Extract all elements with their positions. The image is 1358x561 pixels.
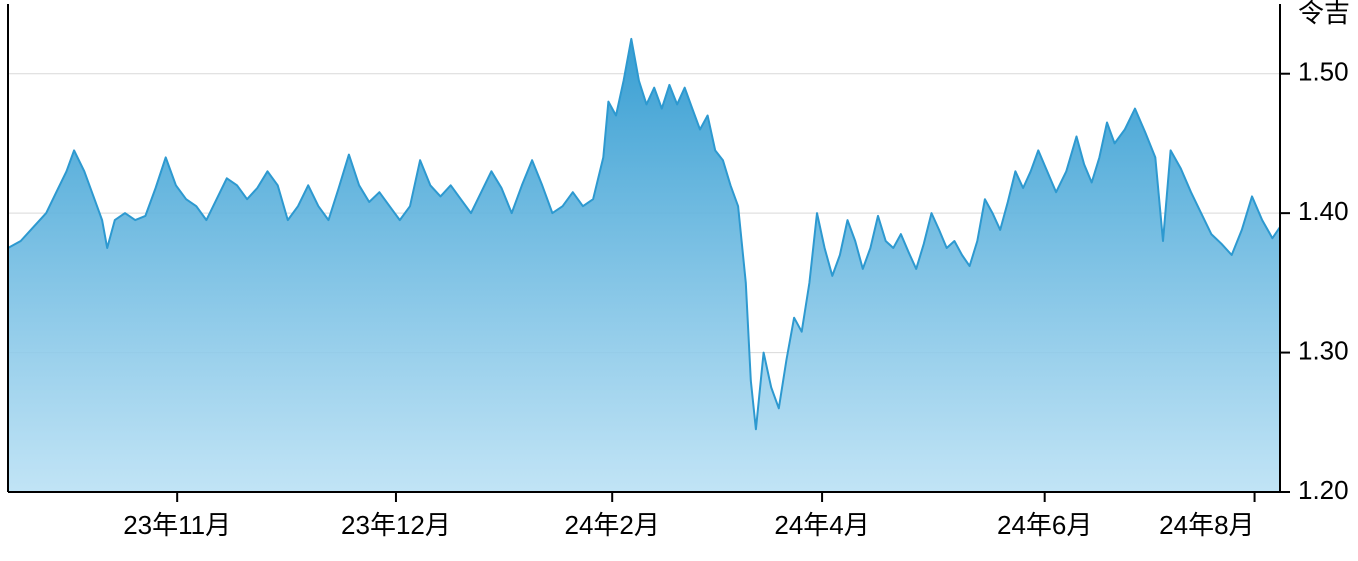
- y-axis-title: 令吉: [1298, 0, 1350, 28]
- x-tick-label: 24年8月: [1159, 510, 1254, 540]
- y-tick-label: 1.20: [1298, 475, 1349, 505]
- x-tick-label: 24年2月: [565, 510, 660, 540]
- x-tick-label: 23年12月: [341, 510, 451, 540]
- price-area-chart: 1.20 1.30 1.40 1.50 令吉 23年11月 23年12月 24年2月 24年4月…: [0, 0, 1358, 561]
- chart-svg: 1.20 1.30 1.40 1.50 令吉 23年11月 23年12月 24年2月 24年4月…: [0, 0, 1358, 561]
- x-tick-label: 23年11月: [123, 510, 231, 540]
- y-tick-label: 1.40: [1298, 196, 1349, 226]
- x-tick-label: 24年4月: [774, 510, 869, 540]
- y-tick-label: 1.30: [1298, 335, 1349, 365]
- x-tick-label: 24年6月: [997, 510, 1092, 540]
- y-tick-label: 1.50: [1298, 57, 1349, 87]
